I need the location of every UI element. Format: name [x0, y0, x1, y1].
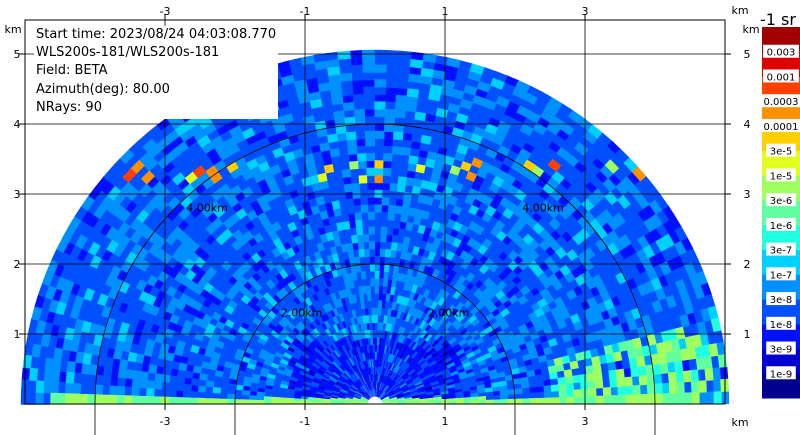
y-tick-label: 5 [744, 48, 751, 61]
colorbar-label: 3e-5 [770, 147, 793, 158]
y-tick-label: 3 [744, 188, 751, 201]
range-rings: 2.00km 2.00km 4.00km 4.00km [94, 123, 656, 435]
x-axis-label: km [731, 4, 748, 17]
colorbar: 1e-9 3e-9 1e-8 3e-8 1e-7 3e-7 1e-6 3e-6 1e-5 3e-5… [759, 27, 800, 399]
colorbar-label-bg [763, 69, 799, 83]
range-ring-tail [94, 404, 656, 435]
colorbar-label-bg [766, 267, 796, 281]
y-tick-label: 1 [744, 328, 751, 341]
colorbar-label-bg [759, 118, 800, 132]
scan-cell-group [286, 337, 457, 401]
colorbar-label: 1e-5 [770, 171, 793, 182]
colorbar-label: 1e-7 [770, 270, 793, 281]
colorbar-label-bg [766, 217, 796, 231]
colorbar-label: 3e-8 [770, 295, 793, 306]
range-ring-label: 4.00km [186, 202, 228, 215]
colorbar-label: 1e-9 [770, 369, 793, 380]
colorbar-label-bg [766, 242, 796, 256]
axis-ticks: -3 -3 -1 -1 1 1 3 3 1 1 2 2 3 3 4 4 5 5 km km km km [4, 4, 759, 429]
colorbar-label: 3e-9 [770, 345, 793, 356]
colorbar-units-label: -1 sr [760, 10, 796, 29]
x-tick-label: 3 [582, 5, 589, 18]
start-time-text: Start time: 2023/08/24 04:03:08.770 [36, 27, 277, 42]
x-tick-label: 1 [442, 415, 449, 428]
colorbar-label-bg [766, 143, 796, 157]
grid-lines [25, 20, 725, 404]
scan-cell-group [50, 338, 728, 405]
y-axis-label: km [4, 23, 21, 36]
y-tick-label: 5 [14, 48, 21, 61]
x-tick-label: -3 [160, 5, 171, 18]
field-text: Field: BETA [36, 63, 108, 79]
colorbar-label-bg [766, 316, 796, 330]
colorbar-label: 0.003 [767, 48, 796, 59]
nrays-text: NRays: 90 [36, 99, 102, 115]
y-tick-label: 2 [14, 258, 21, 271]
x-tick-label: -1 [300, 415, 311, 428]
x-tick-label: -3 [160, 415, 171, 428]
colorbar-label-bg [766, 168, 796, 182]
colorbar-label: 1e-8 [770, 320, 793, 331]
plot-frame [24, 19, 726, 405]
y-tick-label: 3 [14, 188, 21, 201]
y-tick-label: 2 [744, 258, 751, 271]
scan-info-box: Start time: 2023/08/24 04:03:08.770 WLS2… [34, 26, 279, 119]
scan-cell-group [184, 163, 426, 185]
x-tick-label: -1 [300, 5, 311, 18]
x-tick-label: 3 [582, 415, 589, 428]
colorbar-label: 1e-6 [770, 221, 793, 232]
instrument-text: WLS200s-181/WLS200s-181 [36, 45, 220, 61]
colorbar-label: 0.001 [767, 72, 796, 83]
colorbar-label: 0.0003 [764, 97, 799, 108]
range-ring-tail [234, 404, 516, 435]
colorbar-label: 0.0001 [764, 122, 799, 133]
colorbar-label: 3e-6 [770, 196, 793, 207]
colorbar-label: 3e-7 [770, 246, 793, 257]
x-axis-label: km [731, 416, 748, 429]
y-tick-label: 4 [14, 118, 21, 131]
colorbar-label-bg [766, 366, 796, 380]
y-axis-label: km [742, 23, 759, 36]
colorbar-label-bg [766, 193, 796, 207]
azimuth-text: Azimuth(deg): 80.00 [36, 81, 170, 97]
scan-cell-group [21, 50, 729, 401]
colorbar-label-bg [766, 341, 796, 355]
x-tick-label: 1 [442, 5, 449, 18]
y-tick-label: 1 [14, 328, 21, 341]
scan-cell-group [225, 159, 536, 174]
scan-cell-group [31, 49, 730, 405]
y-tick-label: 4 [744, 118, 751, 131]
range-ring-label: 2.00km [281, 307, 323, 320]
colorbar-label-bg [763, 44, 799, 58]
colorbar-label-bg [759, 94, 800, 108]
colorbar-label-bg [766, 292, 796, 306]
range-ring-label: 2.00km [428, 307, 470, 320]
range-ring-label: 4.00km [522, 202, 564, 215]
reflectivity-cells [20, 49, 730, 405]
